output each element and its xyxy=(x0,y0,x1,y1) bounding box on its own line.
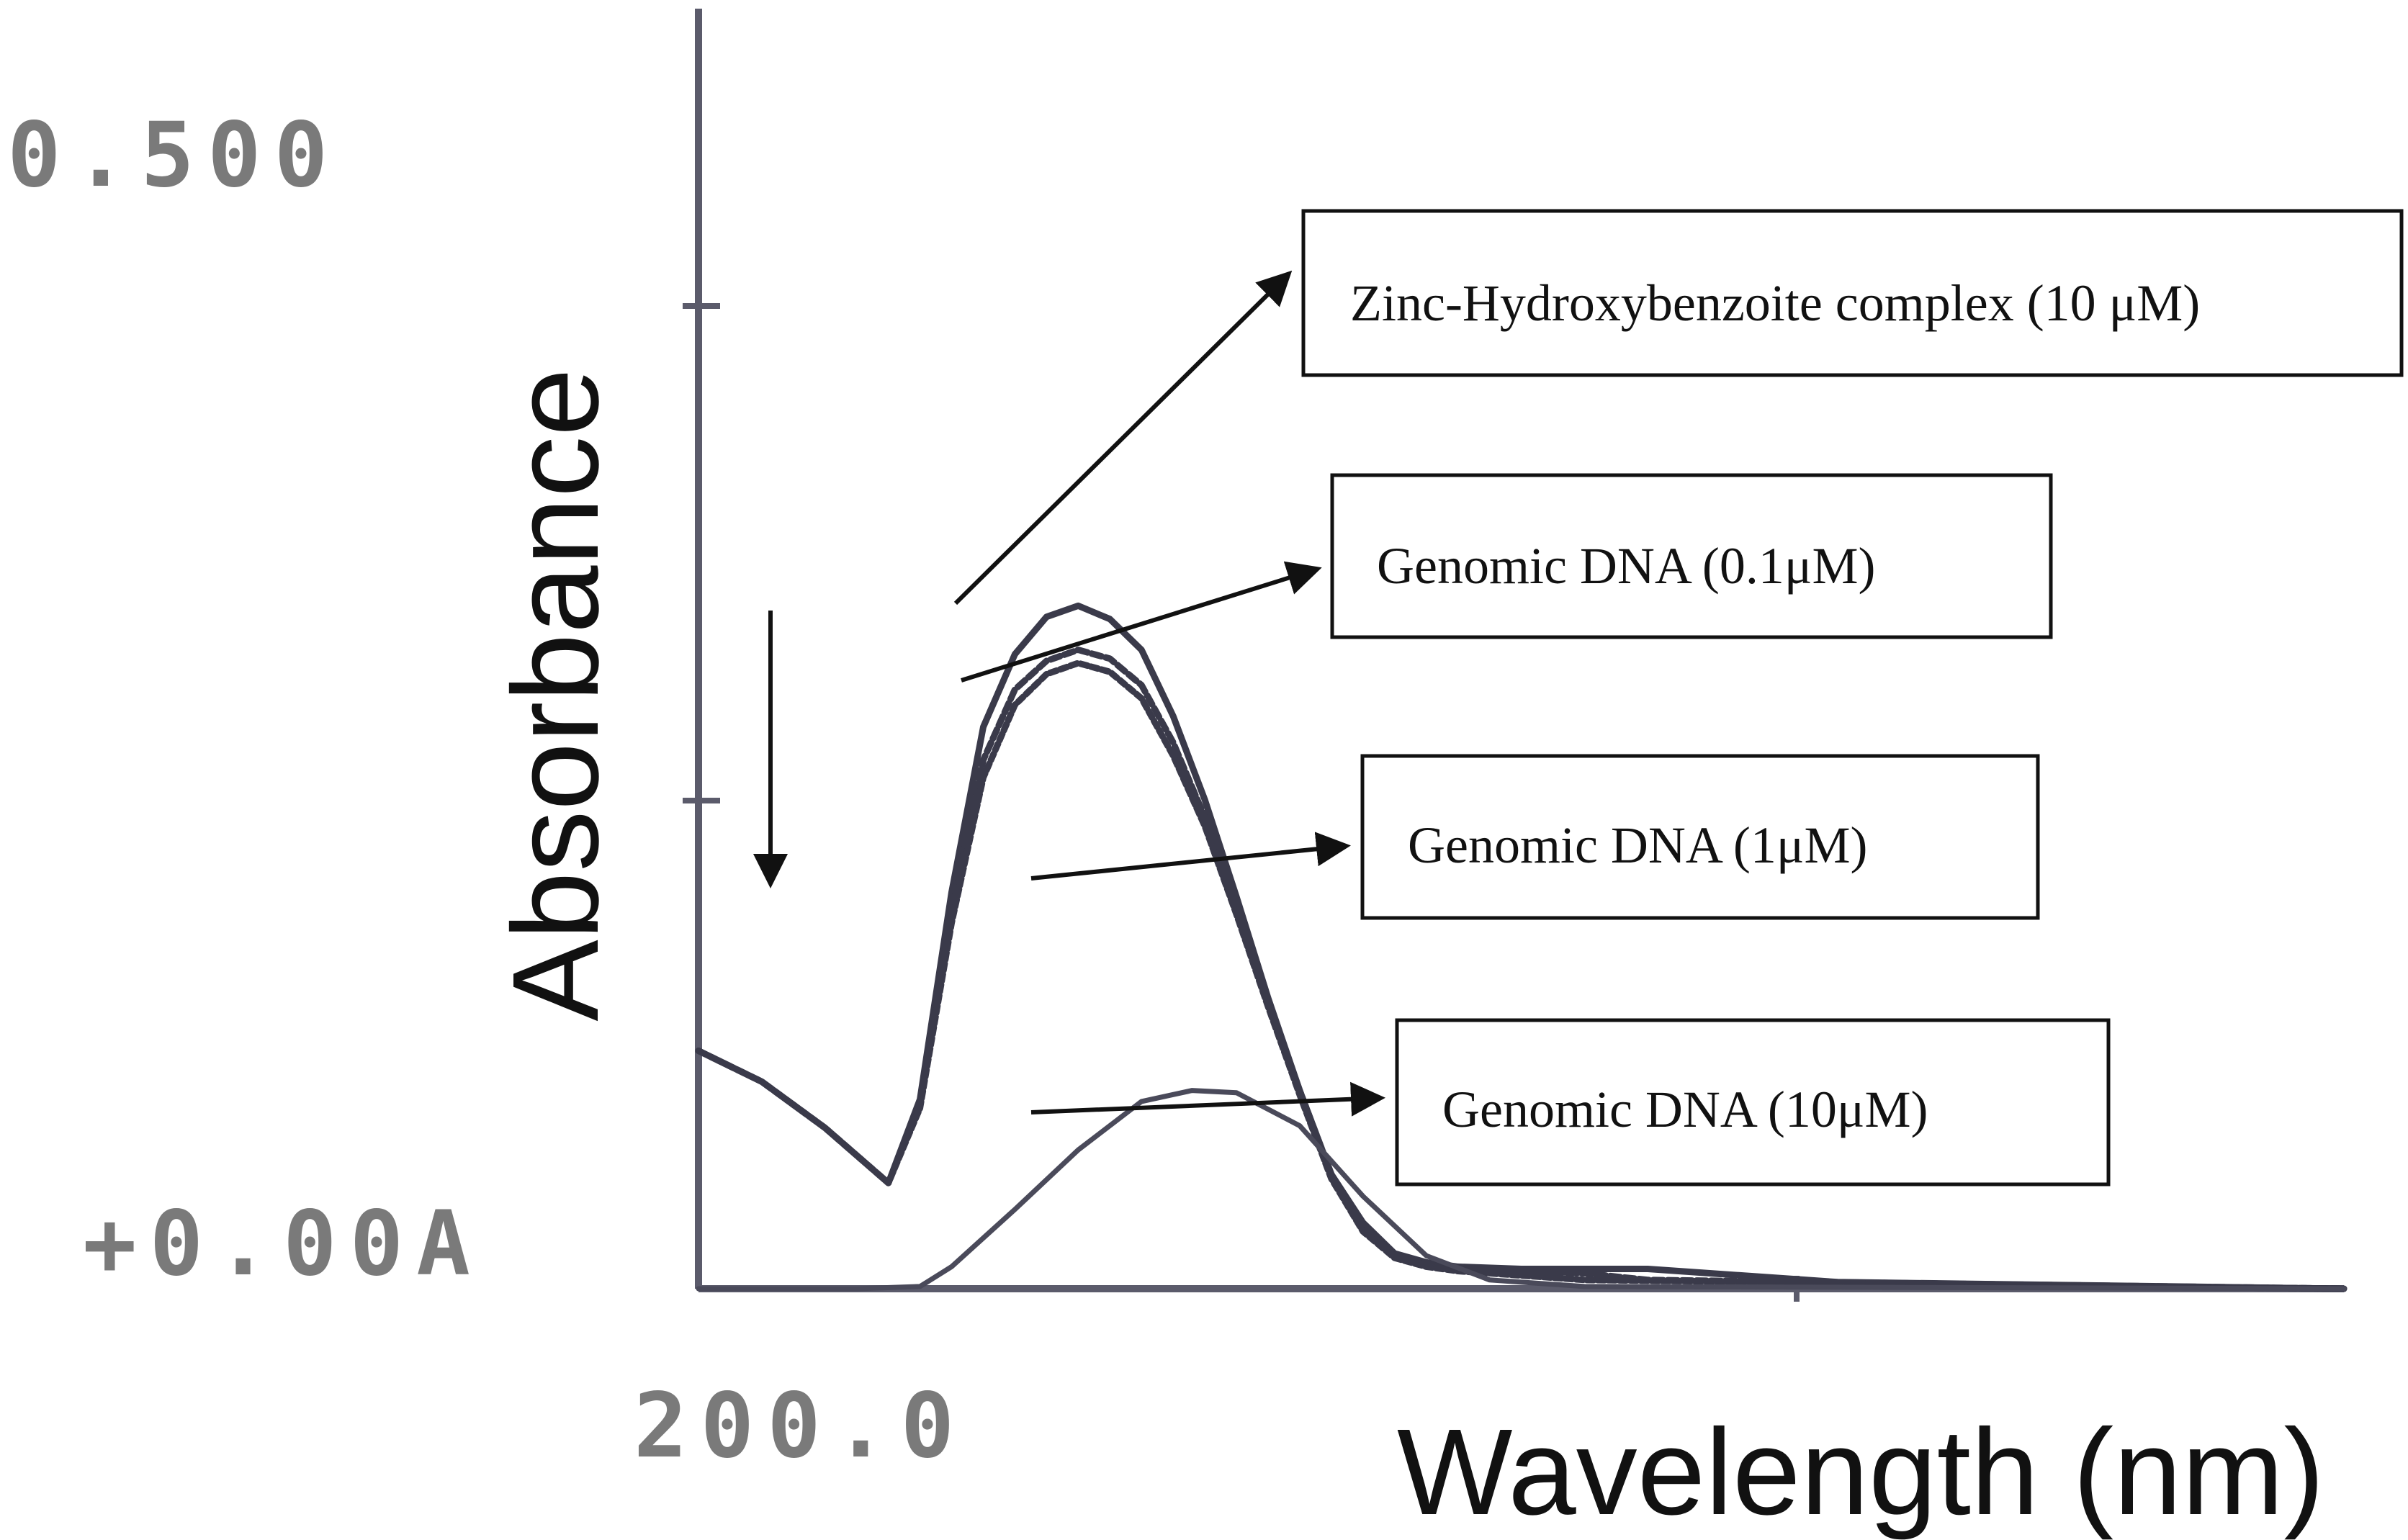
series-layer xyxy=(695,602,2348,1292)
y-axis-label: Absorbance xyxy=(488,368,624,1021)
legend-box-4 xyxy=(1395,1018,2111,1186)
series-line-3 xyxy=(695,659,2348,1292)
legend-label-4: Genomic DNA (10μM) xyxy=(1442,1081,1928,1138)
legend-arrow-3 xyxy=(1030,832,1351,881)
y-tick-label-top: 0.500 xyxy=(7,104,341,207)
legend-arrow-4 xyxy=(1030,1081,1385,1117)
legend-arrow-1 xyxy=(953,270,1293,605)
legend-box-2 xyxy=(1330,473,2053,639)
legend-label-1: Zinc-Hydroxybenzoite complex (10 μM) xyxy=(1350,274,2200,332)
legend-arrow-2 xyxy=(961,561,1322,683)
x-tick-label-left: 200.0 xyxy=(634,1374,967,1478)
legend-box-1 xyxy=(1301,209,2404,377)
annotation-layer: Zinc-Hydroxybenzoite complex (10 μM) Geno… xyxy=(753,209,2404,1186)
x-axis-label: Wavelength (nm) xyxy=(1397,1404,2324,1540)
legend-label-3: Genomic DNA (1μM) xyxy=(1408,816,1868,874)
legend-box-3 xyxy=(1360,754,2040,920)
series-line-4 xyxy=(696,1088,2347,1292)
legend-label-2: Genomic DNA (0.1μM) xyxy=(1377,537,1876,595)
y-tick-label-bottom: +0.00A xyxy=(83,1192,483,1296)
